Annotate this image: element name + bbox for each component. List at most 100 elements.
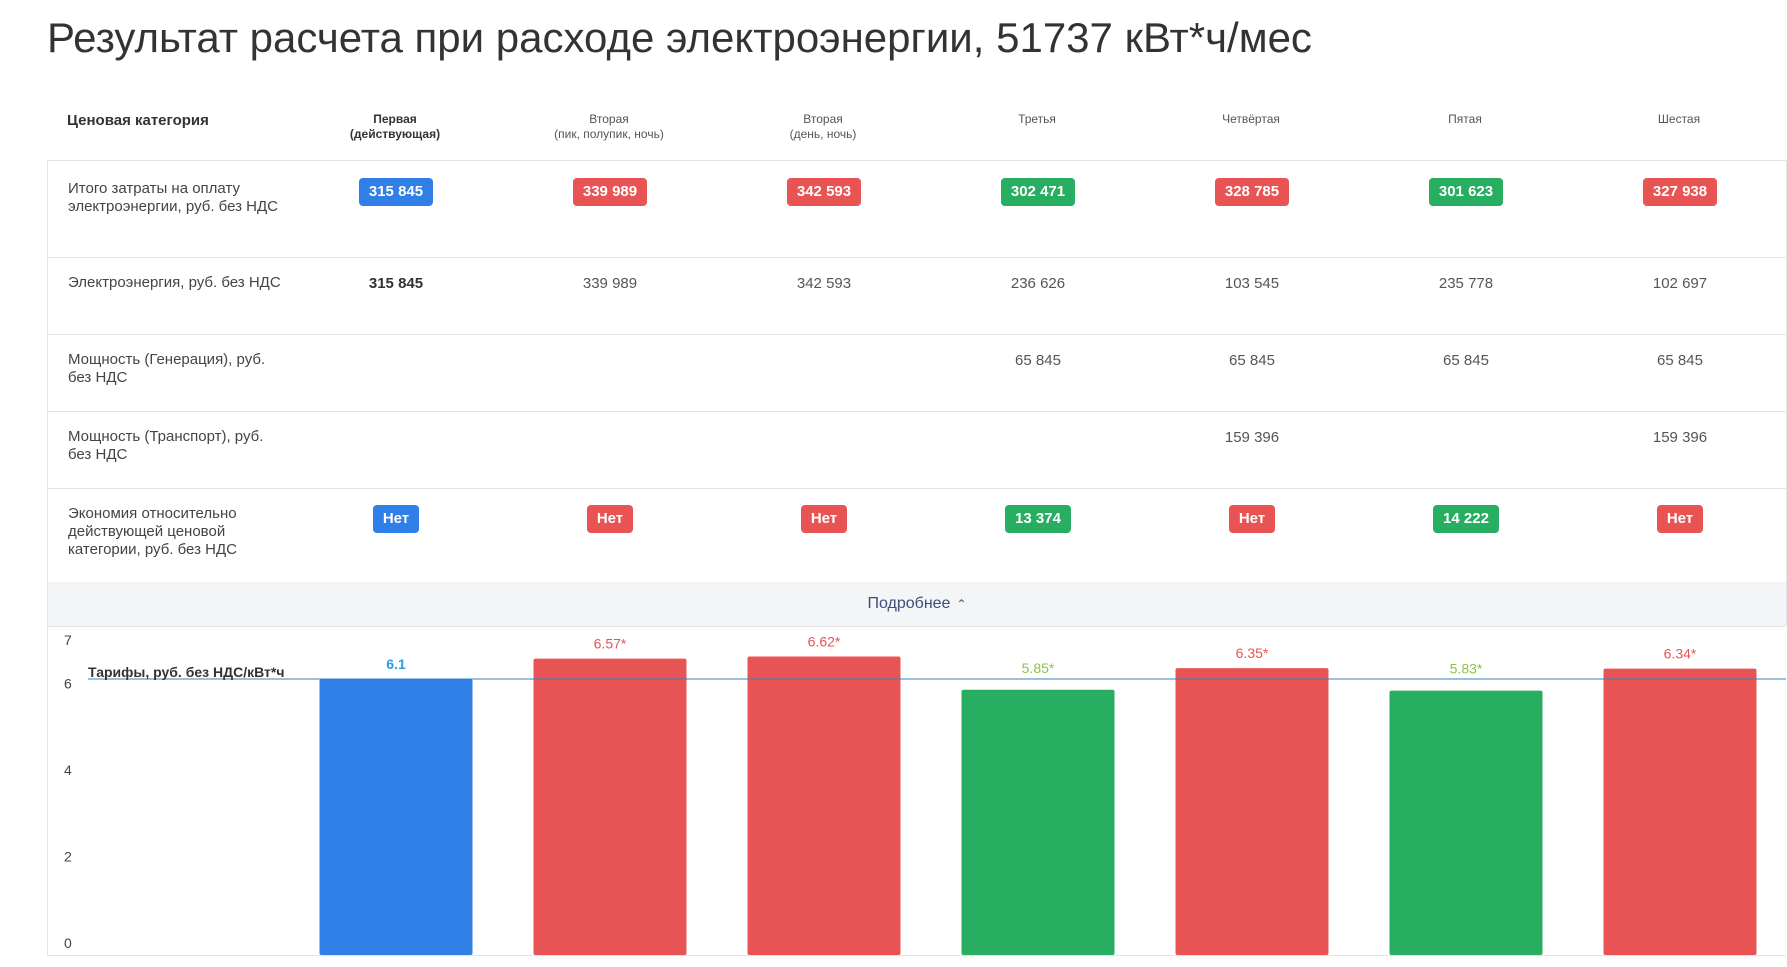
table-cell: 65 845 (1145, 352, 1359, 369)
col-header-7: Шестая (1572, 112, 1786, 127)
table-cell: 65 845 (1573, 352, 1787, 369)
bar (747, 656, 901, 955)
table-cell: 328 785 (1145, 178, 1359, 206)
data-label: 6.34* (1664, 646, 1697, 662)
col-header-2: Вторая (пик, полупик, ночь) (502, 112, 716, 142)
table-cell: 339 989 (503, 178, 717, 206)
row-label: Итого затраты на оплату электроэнергии, … (68, 180, 278, 215)
tariff-chart: 0 2 4 6 7 Тарифы, руб. без НДС/кВт*ч 6.1 6.57* 6… (47, 625, 1786, 956)
table-cell: 301 623 (1359, 178, 1573, 206)
bar (319, 678, 473, 955)
tariff-chart-svg: 0 2 4 6 7 Тарифы, руб. без НДС/кВт*ч 6.1 6.57* 6… (64, 632, 1786, 955)
cell-value: 102 697 (1652, 275, 1708, 292)
table-row: Мощность (Транспорт), руб. без НДС 159 39… (48, 411, 1786, 489)
col-header-3: Вторая (день, ночь) (716, 112, 930, 142)
table-cell: 339 989 (503, 275, 717, 292)
table-cell: 13 374 (931, 505, 1145, 533)
table-body: Итого затраты на оплату электроэнергии, … (47, 160, 1787, 627)
cell-value: 103 545 (1224, 275, 1280, 292)
table-cell: 235 778 (1359, 275, 1573, 292)
value-badge: 339 989 (572, 178, 648, 206)
col-header-title: Шестая (1657, 112, 1701, 126)
details-toggle-label: Подробнее (867, 595, 951, 612)
value-badge: 13 374 (1005, 505, 1071, 533)
table-cell: 159 396 (1145, 429, 1359, 446)
col-header-6: Пятая (1358, 112, 1572, 127)
value-badge: Нет (586, 505, 634, 533)
data-label: 6.35* (1236, 645, 1269, 661)
y-tick-label: 4 (64, 762, 72, 778)
row-label: Электроэнергия, руб. без НДС (68, 274, 281, 291)
y-tick-label: 2 (64, 848, 72, 864)
col-header-1: Первая (действующая) (288, 112, 502, 142)
row-label: Мощность (Транспорт), руб. без НДС (68, 428, 264, 463)
cell-value: 159 396 (1224, 429, 1280, 446)
col-header-subtitle: (пик, полупик, ночь) (554, 127, 664, 141)
table-cell: 327 938 (1573, 178, 1787, 206)
table-cell: 103 545 (1145, 275, 1359, 292)
cell-value: 339 989 (582, 275, 638, 292)
bar (1389, 690, 1543, 955)
table-header: Ценовая категория Первая (действующая) В… (47, 92, 1785, 160)
table-cell: 65 845 (931, 352, 1145, 369)
bar (1175, 668, 1329, 955)
table-cell: 315 845 (289, 275, 503, 292)
row-label: Мощность (Генерация), руб. без НДС (68, 351, 266, 386)
value-badge: Нет (1656, 505, 1704, 533)
y-tick-label: 0 (64, 935, 72, 951)
value-badge: 342 593 (786, 178, 862, 206)
cell-value: 235 778 (1438, 275, 1494, 292)
cell-value: 159 396 (1652, 429, 1708, 446)
table-cell: 302 471 (931, 178, 1145, 206)
value-badge: Нет (372, 505, 420, 533)
table-cell: Нет (717, 505, 931, 533)
table-cell: 236 626 (931, 275, 1145, 292)
page-title: Результат расчета при расходе электроэне… (47, 14, 1312, 61)
data-label: 6.1 (386, 656, 406, 672)
value-badge: 302 471 (1000, 178, 1076, 206)
table-cell: Нет (1145, 505, 1359, 533)
col-header-title: Третья (1018, 112, 1056, 126)
col-header-title: Вторая (589, 112, 629, 126)
col-header-title: Вторая (803, 112, 843, 126)
table-cell: Нет (289, 505, 503, 533)
table-cell: 14 222 (1359, 505, 1573, 533)
bar (961, 689, 1115, 955)
value-badge: Нет (1228, 505, 1276, 533)
bar (1603, 668, 1757, 955)
cell-value: 236 626 (1010, 275, 1066, 292)
data-label: 5.83* (1450, 661, 1483, 677)
value-badge: Нет (800, 505, 848, 533)
table-row: Экономия относительно действующей ценово… (48, 488, 1786, 582)
header-label: Ценовая категория (67, 112, 209, 129)
value-badge: 301 623 (1428, 178, 1504, 206)
table-cell: Нет (1573, 505, 1787, 533)
col-header-title: Первая (373, 112, 417, 126)
cell-value: 65 845 (1015, 352, 1061, 369)
table-cell: 159 396 (1573, 429, 1787, 446)
col-header-subtitle: (день, ночь) (789, 127, 857, 141)
chevron-up-icon: ⌃ (956, 597, 967, 611)
data-label-bg (1443, 660, 1489, 677)
table-cell: 102 697 (1573, 275, 1787, 292)
table-cell: 342 593 (717, 275, 931, 292)
table-cell: Нет (503, 505, 717, 533)
table-row: Электроэнергия, руб. без НДС 315 845 339 9… (48, 257, 1786, 335)
col-header-subtitle: (действующая) (349, 127, 441, 141)
data-label-bg (1015, 659, 1061, 676)
table-cell: 65 845 (1359, 352, 1573, 369)
row-label: Экономия относительно действующей ценово… (68, 505, 237, 558)
data-label: 5.85* (1022, 660, 1055, 676)
table-cell: 315 845 (289, 178, 503, 206)
table-cell: 342 593 (717, 178, 931, 206)
cell-value: 65 845 (1229, 352, 1275, 369)
cell-value: 65 845 (1657, 352, 1703, 369)
cell-value: 65 845 (1443, 352, 1489, 369)
value-badge: 14 222 (1433, 505, 1499, 533)
col-header-5: Четвёртая (1144, 112, 1358, 127)
value-badge: 315 845 (358, 178, 434, 206)
details-toggle-button[interactable]: Подробнее ⌃ (48, 582, 1786, 627)
chart-title: Тарифы, руб. без НДС/кВт*ч (88, 664, 284, 680)
data-label: 6.62* (808, 633, 841, 649)
y-tick-label: 7 (64, 632, 72, 648)
